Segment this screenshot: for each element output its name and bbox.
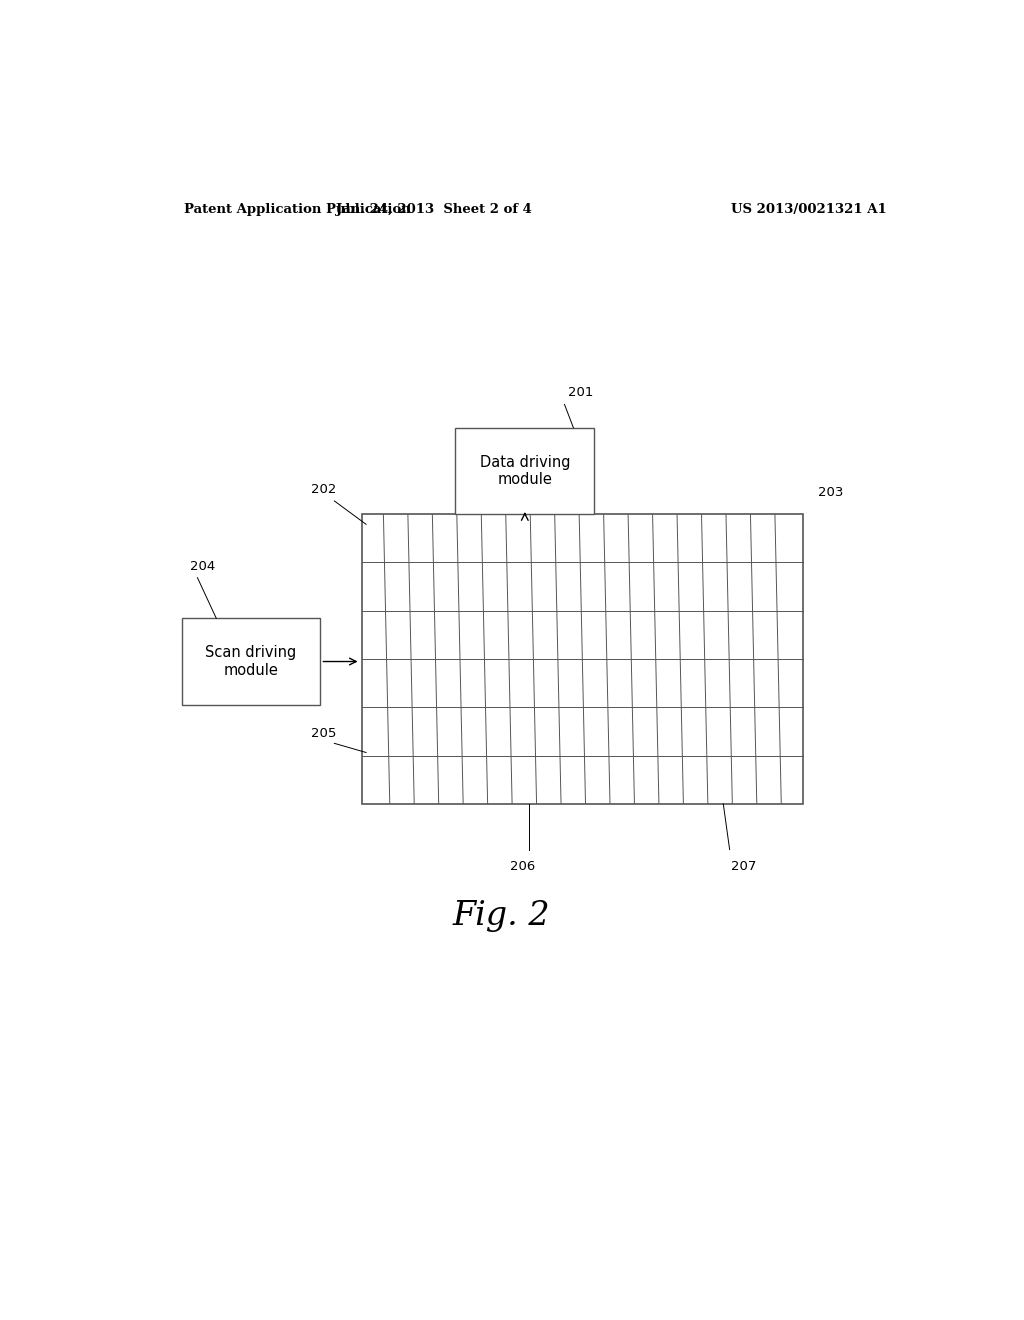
Text: 205: 205 [310, 727, 336, 741]
Text: 202: 202 [310, 483, 336, 496]
Text: 204: 204 [189, 560, 215, 573]
Text: Data driving
module: Data driving module [479, 455, 570, 487]
Text: Jan. 24, 2013  Sheet 2 of 4: Jan. 24, 2013 Sheet 2 of 4 [336, 203, 531, 215]
Text: Patent Application Publication: Patent Application Publication [183, 203, 411, 215]
Text: US 2013/0021321 A1: US 2013/0021321 A1 [731, 203, 887, 215]
Text: Fig. 2: Fig. 2 [453, 900, 550, 932]
FancyBboxPatch shape [362, 515, 803, 804]
Text: Scan driving
module: Scan driving module [206, 645, 297, 677]
Text: 203: 203 [818, 486, 844, 499]
FancyBboxPatch shape [456, 428, 594, 515]
FancyBboxPatch shape [181, 618, 321, 705]
Text: 206: 206 [510, 859, 535, 873]
Text: 207: 207 [731, 859, 757, 873]
Text: 201: 201 [568, 387, 594, 399]
